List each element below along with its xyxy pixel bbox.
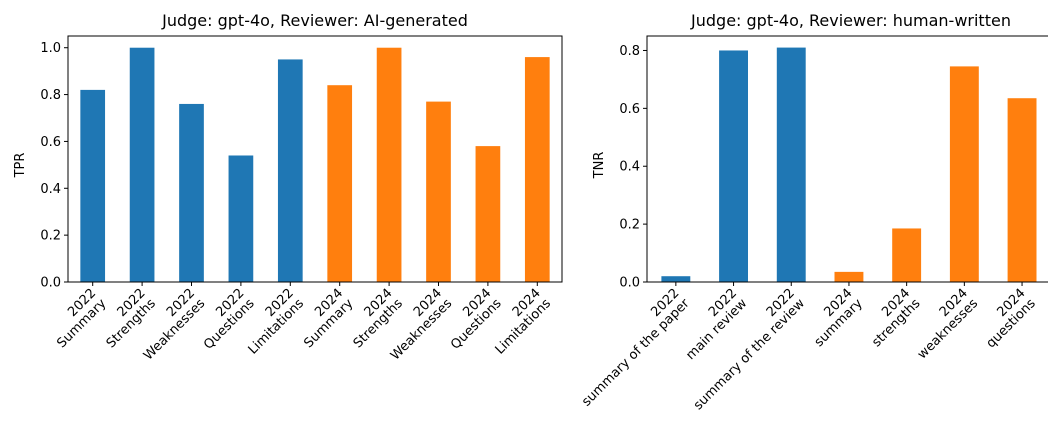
y-tick-label: 0.4 (619, 160, 640, 175)
y-tick-label: 0.6 (40, 135, 61, 150)
y-tick-label: 0.8 (619, 44, 640, 59)
x-tick-label: 2024strengths (859, 286, 924, 351)
y-tick-label: 0.2 (40, 229, 61, 244)
y-tick-label: 0.0 (40, 276, 61, 291)
bar (426, 101, 451, 282)
bar (661, 276, 691, 282)
y-tick-label: 0.4 (40, 182, 61, 197)
y-tick-label: 0.0 (619, 276, 640, 291)
bar (129, 47, 155, 283)
plot-frame (646, 35, 1048, 283)
bar (949, 66, 979, 282)
y-axis-label: TNR (592, 152, 607, 180)
bar (524, 57, 550, 283)
bar (228, 155, 254, 282)
x-tick-label: 2024summary (802, 286, 866, 350)
plot-frame (67, 35, 563, 283)
x-tick-label: 2022Questions (191, 286, 258, 353)
bar (376, 47, 402, 283)
x-tick-label: 2022Summary (44, 286, 109, 351)
x-tick-label: 2024Summary (291, 286, 356, 351)
x-tick-label: 2024Questions (438, 286, 505, 353)
x-tick-label-section: summary of the paper (579, 296, 693, 410)
bar (80, 89, 106, 282)
y-tick-label: 0.2 (619, 218, 640, 233)
bar (277, 59, 303, 283)
bar (179, 103, 204, 282)
x-tick-label: 2024Strengths (340, 286, 406, 352)
y-tick-label: 0.8 (40, 88, 61, 103)
x-tick-label: 2024questions (973, 286, 1039, 352)
chart-title: Judge: gpt-4o, Reviewer: human-written (690, 11, 1011, 30)
tnr-chart-panel: Judge: gpt-4o, Reviewer: human-written T… (569, 11, 1048, 413)
bar (892, 228, 922, 282)
bar (834, 271, 864, 282)
x-tick-label: 2024weaknesses (905, 286, 982, 363)
x-tick-label: 2022Strengths (93, 286, 159, 352)
x-tick-label: 2022summary of the paper (569, 285, 693, 409)
bar (327, 85, 353, 282)
bar (719, 50, 748, 282)
chart-title: Judge: gpt-4o, Reviewer: AI-generated (161, 11, 468, 30)
y-tick-label: 1.0 (40, 41, 61, 56)
x-tick-label-section: summary of the review (691, 296, 808, 413)
bar (1007, 98, 1037, 282)
bar (475, 146, 501, 282)
y-axis-label: TPR (13, 153, 28, 179)
bar (776, 47, 806, 282)
tpr-chart-panel: Judge: gpt-4o, Reviewer: AI-generated TP… (13, 11, 563, 363)
x-tick-label: 2022main review (673, 286, 750, 363)
y-tick-label: 0.6 (619, 102, 640, 117)
